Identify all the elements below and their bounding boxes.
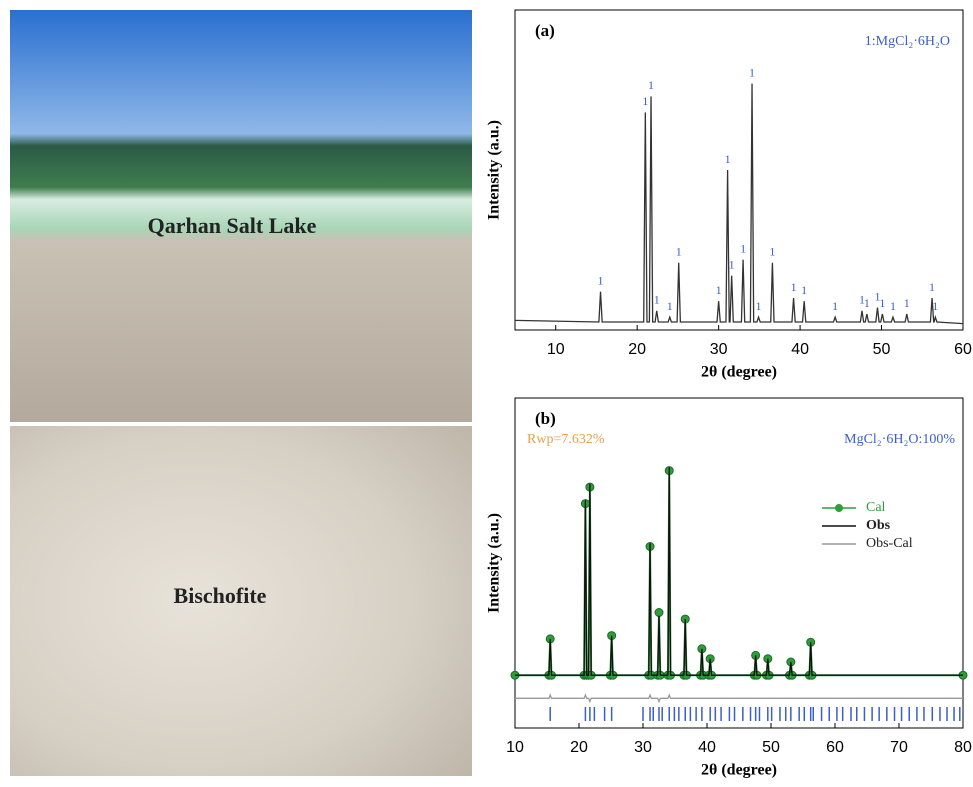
x-tick-label: 80 (954, 739, 972, 756)
x-tick-label: 10 (547, 341, 565, 358)
figure: Qarhan Salt Lake Bischofite 10 20 30 40 50 60… (0, 0, 973, 782)
legend-label: Obs (866, 518, 891, 533)
peak-label: 1 (729, 257, 735, 271)
series-line (515, 467, 963, 675)
y-axis-label: Intensity (a.u.) (486, 513, 503, 613)
y-axis-label: Intensity (a.u.) (486, 120, 503, 220)
panel-label: (a) (535, 21, 555, 40)
annotation: Rwp=7.632% (527, 432, 605, 447)
peak-label: 1 (832, 299, 838, 313)
x-tick-label: 10 (506, 739, 524, 756)
peak-label: 1 (740, 241, 746, 255)
peak-label: 1 (756, 299, 762, 313)
x-tick-label: 30 (634, 739, 652, 756)
legend-label: Cal (866, 500, 886, 515)
peak-label: 1 (654, 293, 660, 307)
peak-label: 1 (801, 283, 807, 297)
x-tick-label: 50 (873, 341, 891, 358)
x-tick-label: 40 (698, 739, 716, 756)
x-axis-label: 2θ (degree) (701, 762, 777, 779)
page: Qarhan Salt Lake Bischofite 10 20 30 40 50 60… (0, 0, 973, 787)
peak-label: 1 (648, 78, 654, 92)
x-tick-label: 30 (710, 341, 728, 358)
peak-label: 1 (667, 299, 673, 313)
peak-label: 1 (642, 94, 648, 108)
peak-label: 1 (879, 296, 885, 310)
x-tick-label: 20 (570, 739, 588, 756)
peak-label: 1 (791, 280, 797, 294)
x-tick-label: 60 (826, 739, 844, 756)
series-line (515, 84, 963, 324)
peak-label: 1 (769, 245, 775, 259)
x-axis-label: 2θ (degree) (701, 364, 777, 381)
peak-label: 1 (932, 299, 938, 313)
annotation: MgCl₂·6H₂O:100% (844, 432, 955, 447)
photo-label: Bischofite (174, 583, 267, 608)
peak-label: 1 (598, 273, 604, 287)
peak-label: 1 (676, 245, 682, 259)
panel-label: (b) (535, 409, 556, 428)
plot-frame (515, 10, 963, 330)
annotation: 1:MgCl₂·6H₂O (865, 34, 950, 49)
series-marker (655, 609, 663, 617)
series-line (515, 695, 963, 702)
x-tick-label: 70 (890, 739, 908, 756)
x-tick-label: 60 (954, 341, 972, 358)
peak-label: 1 (864, 296, 870, 310)
legend-label: Obs-Cal (866, 536, 913, 551)
peak-label: 1 (725, 152, 731, 166)
x-tick-label: 20 (628, 341, 646, 358)
peak-label: 1 (904, 296, 910, 310)
x-tick-label: 40 (791, 341, 809, 358)
x-tick-label: 50 (762, 739, 780, 756)
peak-label: 1 (749, 65, 755, 79)
peak-label: 1 (890, 299, 896, 313)
peak-label: 1 (929, 280, 935, 294)
photo-label: Qarhan Salt Lake (148, 213, 317, 238)
legend-marker (835, 504, 843, 512)
peak-label: 1 (716, 283, 722, 297)
